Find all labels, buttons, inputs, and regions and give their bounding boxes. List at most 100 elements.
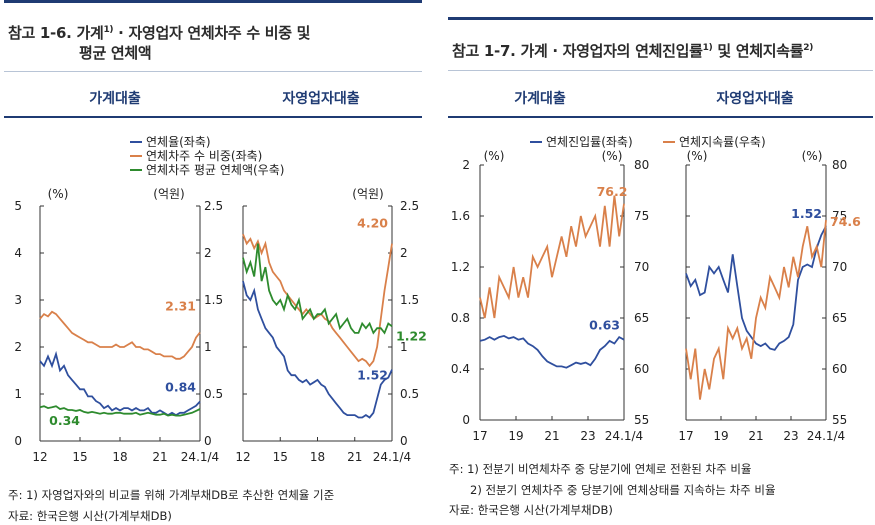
x-tick-label: 24.1/4	[373, 450, 411, 464]
axis-unit-label: (%)	[484, 149, 505, 163]
x-tick-label: 17	[678, 429, 693, 443]
x-tick-label: 19	[508, 429, 523, 443]
legend-label: 연체율(좌축)	[146, 135, 211, 149]
y-right-tick-label: 1	[204, 340, 212, 354]
y-left-tick-label: 0	[14, 434, 22, 448]
left-top-rule	[4, 0, 422, 3]
y-left-tick-label: 2	[14, 340, 22, 354]
right-title-divider	[448, 70, 873, 71]
right-chart-title: 참고 1-7. 가계 · 자영업자의 연체진입률1) 및 연체지속률2)	[452, 42, 814, 60]
series-line	[479, 334, 625, 369]
legend-label: 연체차주 평균 연체액(우축)	[146, 163, 284, 177]
y-right-tick-label: 2.5	[204, 199, 223, 213]
y-right-tick-label: 75	[634, 209, 649, 223]
y-right-tick-label: 70	[832, 260, 847, 274]
series-line	[685, 220, 827, 400]
left-sub-underline	[4, 116, 422, 118]
x-tick-label: 21	[152, 450, 167, 464]
x-tick-label: 24.1/4	[181, 450, 219, 464]
y-right-tick-label: 0.5	[400, 387, 419, 401]
end-value-label: 4.20	[357, 216, 388, 231]
legend-label: 연체차주 수 비중(좌축)	[146, 149, 262, 163]
right-sub-household: 가계대출	[514, 91, 566, 107]
y-left-tick-label: 1.2	[451, 260, 470, 274]
y-right-tick-label: 2	[204, 246, 212, 260]
y-right-tick-label: 55	[634, 413, 649, 427]
x-tick-label: 21	[347, 450, 362, 464]
y-left-tick-label: 3	[14, 293, 22, 307]
axis-unit-label: (억원)	[153, 187, 184, 201]
series-line	[39, 405, 201, 417]
y-left-tick-label: 0.4	[451, 362, 470, 376]
series-line	[242, 233, 393, 368]
y-right-tick-label: 1.5	[204, 293, 223, 307]
left-title-divider	[4, 71, 422, 72]
series-line	[685, 225, 827, 351]
series-line	[39, 350, 201, 417]
y-right-tick-label: 70	[634, 260, 649, 274]
axis-unit-label: (%)	[687, 149, 708, 163]
y-right-tick-label: 75	[832, 209, 847, 223]
left-chart-title-line2: 평균 연체액	[79, 44, 152, 62]
y-right-tick-label: 0	[204, 434, 212, 448]
series-line	[479, 195, 625, 319]
x-tick-label: 12	[32, 450, 47, 464]
end-value-label: 76.2	[597, 184, 628, 199]
series-line	[39, 310, 201, 360]
y-right-tick-label: 80	[634, 158, 649, 172]
left-note: 주: 1) 자영업자와의 비교를 위해 가계부채DB로 추산한 연체율 기준	[8, 488, 335, 502]
y-right-tick-label: 55	[832, 413, 847, 427]
y-left-tick-label: 2	[462, 158, 470, 172]
end-value-label: 0.84	[165, 380, 196, 395]
y-right-tick-label: 2	[400, 246, 408, 260]
series-line	[242, 280, 393, 419]
x-tick-label: 23	[783, 429, 798, 443]
x-tick-label: 15	[72, 450, 87, 464]
end-value-label: 0.34	[49, 413, 80, 428]
axis-unit-label: (%)	[48, 187, 69, 201]
x-tick-label: 24.1/4	[807, 429, 845, 443]
y-right-tick-label: 65	[634, 311, 649, 325]
right-source: 자료: 한국은행 시산(가계부채DB)	[449, 503, 613, 517]
end-value-label: 0.63	[589, 318, 620, 333]
y-left-tick-label: 5	[14, 199, 22, 213]
y-left-tick-label: 1.6	[451, 209, 470, 223]
end-value-label: 1.52	[791, 206, 822, 221]
y-left-tick-label: 0	[462, 413, 470, 427]
x-tick-label: 24.1/4	[605, 429, 643, 443]
end-value-label: 2.31	[165, 298, 196, 313]
end-value-label: 74.6	[830, 214, 861, 229]
x-tick-label: 18	[310, 450, 325, 464]
y-left-tick-label: 1	[14, 387, 22, 401]
left-source: 자료: 한국은행 시산(가계부채DB)	[8, 509, 172, 523]
right-note-1: 주: 1) 전분기 비연체차주 중 당분기에 연체로 전환된 차주 비율	[449, 462, 752, 476]
right-top-rule	[448, 17, 873, 20]
y-left-tick-label: 0.8	[451, 311, 470, 325]
series-line	[242, 243, 393, 335]
end-value-label: 1.52	[357, 368, 388, 383]
x-tick-label: 15	[273, 450, 288, 464]
left-sub-selfemployed: 자영업자대출	[282, 91, 360, 107]
x-tick-label: 18	[112, 450, 127, 464]
y-left-tick-label: 4	[14, 246, 22, 260]
y-right-tick-label: 0	[400, 434, 408, 448]
x-tick-label: 21	[748, 429, 763, 443]
x-tick-label: 12	[235, 450, 250, 464]
left-sub-household: 가계대출	[89, 91, 141, 107]
axis-unit-label: (%)	[802, 149, 823, 163]
y-right-tick-label: 65	[832, 311, 847, 325]
y-right-tick-label: 1	[400, 340, 408, 354]
end-value-label: 1.22	[396, 328, 427, 343]
y-right-tick-label: 2.5	[400, 199, 419, 213]
y-right-tick-label: 80	[832, 158, 847, 172]
right-sub-selfemployed: 자영업자대출	[716, 91, 794, 107]
x-tick-label: 21	[544, 429, 559, 443]
y-right-tick-label: 60	[832, 362, 847, 376]
x-tick-label: 23	[580, 429, 595, 443]
y-right-tick-label: 1.5	[400, 293, 419, 307]
axis-unit-label: (%)	[602, 149, 623, 163]
y-right-tick-label: 0.5	[204, 387, 223, 401]
x-tick-label: 19	[713, 429, 728, 443]
right-sub-underline	[448, 116, 873, 118]
